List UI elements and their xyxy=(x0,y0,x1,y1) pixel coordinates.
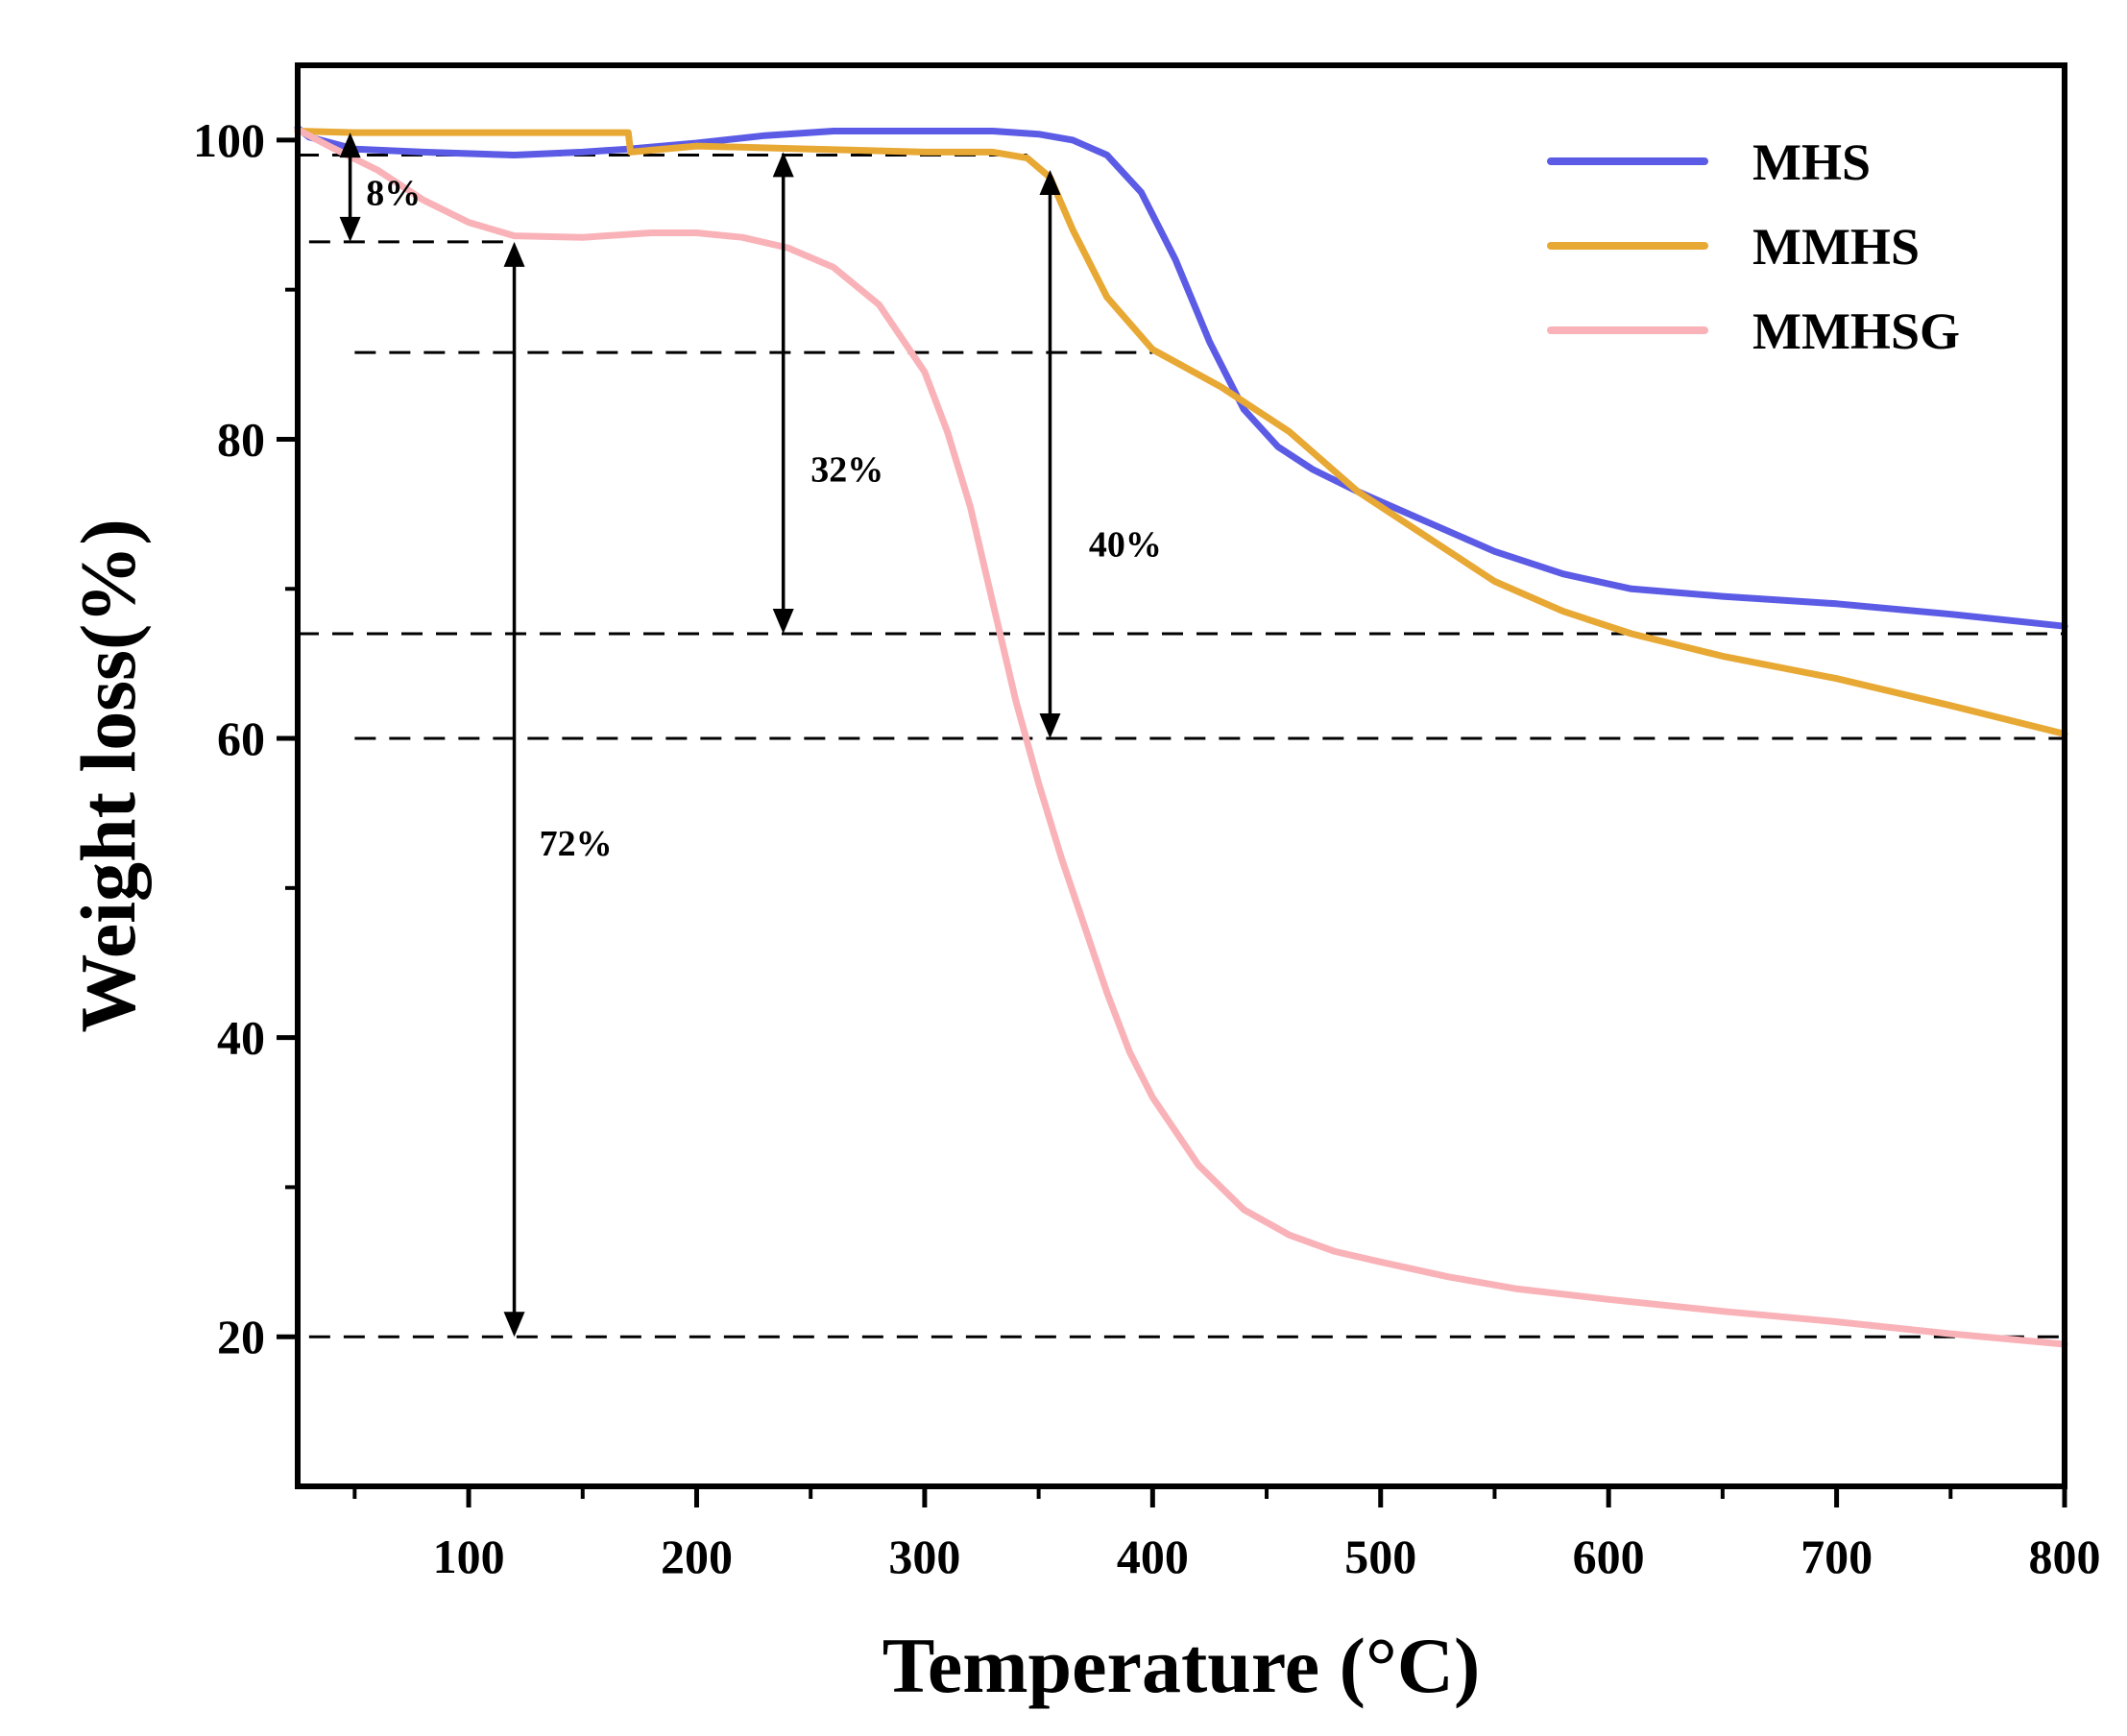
annotation-label: 72% xyxy=(540,824,613,864)
arrow-head xyxy=(339,216,361,242)
series-line-mhs xyxy=(294,124,2068,630)
plot-frame xyxy=(295,62,2067,1489)
annotation-label: 8% xyxy=(366,173,421,213)
x-tick-label: 700 xyxy=(1801,1530,1873,1583)
y-tick-label: 60 xyxy=(217,711,265,765)
series-line-mmhs xyxy=(294,128,2068,737)
y-tick-label: 100 xyxy=(193,113,265,167)
x-tick-label: 800 xyxy=(2029,1530,2101,1583)
arrow-head xyxy=(772,609,794,634)
y-tick-label: 80 xyxy=(217,412,265,466)
legend-label: MMHS xyxy=(1752,218,1920,276)
plot-area xyxy=(298,65,2065,1486)
series-lines xyxy=(294,124,2068,1348)
x-axis-title: Temperature (°C) xyxy=(882,1622,1481,1709)
legend-label: MMHSG xyxy=(1752,302,1960,360)
x-axis-ticks: 100 200 300 400 500 600 700 800 xyxy=(352,1486,2101,1583)
legend: MHS MMHS MMHSG xyxy=(1547,133,1960,360)
annotation-label: 40% xyxy=(1089,525,1162,566)
y-tick-label: 20 xyxy=(217,1310,265,1363)
x-tick-label: 100 xyxy=(433,1530,505,1583)
legend-label: MHS xyxy=(1752,133,1871,191)
x-tick-label: 200 xyxy=(661,1530,733,1583)
y-tick-label: 40 xyxy=(217,1011,265,1065)
y-axis-ticks: 20 40 60 80 100 xyxy=(193,113,298,1363)
annotations: 8% 32% 40% 72% xyxy=(339,133,1162,1338)
arrow-head xyxy=(339,133,361,158)
arrow-head xyxy=(1039,713,1061,739)
x-tick-label: 500 xyxy=(1344,1530,1416,1583)
arrow-head xyxy=(503,1312,525,1338)
arrow-head xyxy=(772,152,794,178)
series-line-mmhsg xyxy=(294,126,2068,1348)
x-tick-label: 600 xyxy=(1573,1530,1645,1583)
y-axis-title: Weight loss(%) xyxy=(64,518,152,1032)
x-tick-label: 300 xyxy=(888,1530,960,1583)
arrow-head xyxy=(503,241,525,267)
x-tick-label: 400 xyxy=(1117,1530,1189,1583)
annotation-label: 32% xyxy=(810,450,883,491)
arrow-head xyxy=(1039,170,1061,196)
